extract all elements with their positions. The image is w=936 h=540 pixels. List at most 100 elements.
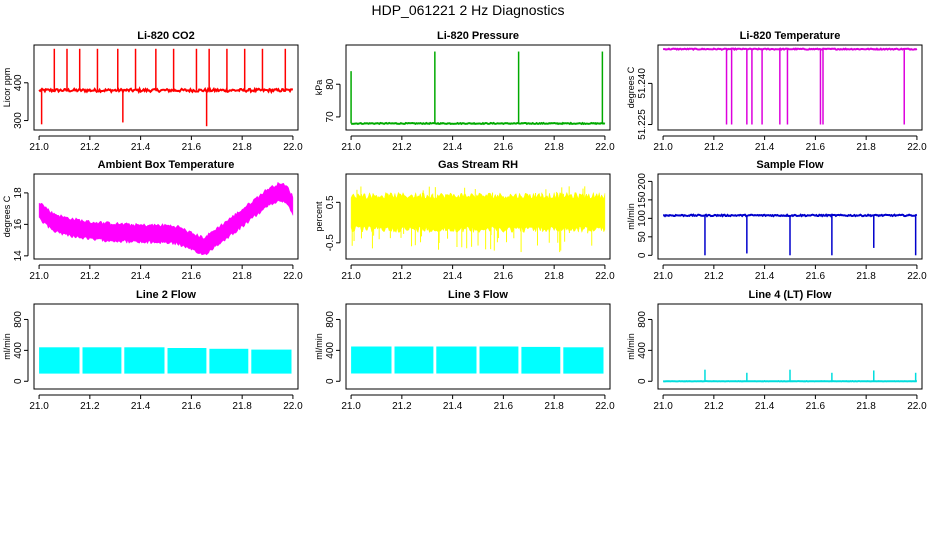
x-tick-label: 22.0 [595, 142, 615, 153]
series-band [38, 181, 294, 256]
plot-frame [345, 303, 611, 390]
x-tick-label: 21.4 [131, 142, 151, 153]
plot-frame [657, 173, 923, 260]
x-axis: 21.0 21.2 21.4 21.6 21.8 22.0 [29, 264, 303, 282]
plot-frame [345, 44, 611, 131]
x-tick-label: 21.6 [182, 401, 202, 412]
flow-block [521, 346, 561, 374]
y-tick-label: 300 [13, 112, 24, 129]
panel-3: Li-820 Temperature 21.0 21.2 21.4 21.6 21.8 22… [626, 30, 927, 153]
y-tick-label: 14 [13, 250, 24, 262]
panel-title: Li-820 Temperature [740, 30, 841, 42]
x-tick-label: 22.0 [595, 271, 615, 282]
y-axis-label: percent [314, 201, 324, 232]
y-tick-label: 51.240 [637, 68, 648, 99]
panel-title: Line 3 Flow [448, 289, 508, 301]
x-tick-label: 21.6 [494, 142, 514, 153]
y-tick-label: 400 [325, 342, 336, 359]
series-line [351, 121, 606, 126]
y-axis-label: ml/min [2, 333, 12, 360]
panel-6: Sample Flow 21.0 21.2 21.4 21.6 21.8 22.0 0 50 10… [626, 159, 927, 282]
x-tick-label: 21.2 [392, 401, 412, 412]
x-tick-label: 21.2 [704, 401, 724, 412]
panel-title: Ambient Box Temperature [98, 159, 235, 171]
x-axis: 21.0 21.2 21.4 21.6 21.8 22.0 [653, 264, 927, 282]
y-tick-label: 400 [637, 342, 648, 359]
x-tick-label: 22.0 [283, 142, 303, 153]
y-axis: 0 400 800 [637, 311, 653, 384]
x-tick-label: 21.0 [29, 401, 49, 412]
x-tick-label: 21.8 [544, 142, 564, 153]
series-4 [38, 181, 294, 256]
plot-frame [33, 303, 299, 390]
x-tick-label: 21.4 [443, 401, 463, 412]
x-tick-label: 21.2 [80, 142, 100, 153]
y-tick-label: 16 [13, 218, 24, 230]
x-tick-label: 21.2 [704, 271, 724, 282]
x-tick-label: 21.6 [182, 142, 202, 153]
y-tick-label: 0 [325, 378, 336, 384]
y-axis-label: ml/min [626, 203, 636, 230]
y-tick-label: 200 [637, 173, 648, 190]
x-tick-label: 22.0 [907, 271, 927, 282]
flow-block [82, 347, 122, 374]
plot-frame [657, 303, 923, 390]
y-axis: -0.5 0.5 [325, 195, 341, 251]
plot-frame [33, 173, 299, 260]
series-line [38, 86, 293, 95]
series-line [663, 47, 918, 52]
panel-title: Line 2 Flow [136, 289, 196, 301]
panel-7: Line 2 Flow 21.0 21.2 21.4 21.6 21.8 22.0 0 400 8… [2, 289, 303, 412]
panel-8: Line 3 Flow 21.0 21.2 21.4 21.6 21.8 22.0 0 400 8… [314, 289, 615, 412]
y-tick-label: 800 [637, 311, 648, 328]
y-axis-label: degrees C [626, 66, 636, 108]
y-axis: 0 400 800 [13, 311, 29, 384]
panel-5: Gas Stream RH 21.0 21.2 21.4 21.6 21.8 22.0 -0.… [314, 159, 615, 282]
y-tick-label: 800 [13, 311, 24, 328]
y-axis: 70 80 [325, 78, 341, 123]
plot-frame [33, 44, 299, 131]
x-axis: 21.0 21.2 21.4 21.6 21.8 22.0 [653, 394, 927, 412]
panels-grid: Li-820 CO2 21.0 21.2 21.4 21.6 21.8 22.0 300 400… [2, 30, 927, 412]
x-tick-label: 21.4 [443, 142, 463, 153]
plot-frame [657, 44, 923, 131]
y-axis: 300 400 [13, 74, 29, 129]
x-axis: 21.0 21.2 21.4 21.6 21.8 22.0 [29, 135, 303, 153]
x-tick-label: 21.8 [856, 401, 876, 412]
x-tick-label: 21.8 [856, 271, 876, 282]
flow-block [479, 346, 519, 374]
y-axis-label: degrees C [2, 195, 12, 237]
y-axis: 14 16 18 [13, 187, 29, 262]
x-tick-label: 21.8 [232, 142, 252, 153]
x-tick-label: 21.8 [232, 271, 252, 282]
y-tick-label: 70 [325, 111, 336, 123]
x-tick-label: 21.4 [131, 401, 151, 412]
x-tick-label: 22.0 [907, 142, 927, 153]
y-tick-label: 0 [13, 378, 24, 384]
y-axis-label: ml/min [314, 333, 324, 360]
x-tick-label: 21.8 [544, 271, 564, 282]
y-axis-label: kPa [314, 80, 324, 96]
x-tick-label: 21.8 [544, 401, 564, 412]
series-5 [350, 186, 606, 253]
x-tick-label: 21.6 [494, 271, 514, 282]
flow-block [124, 347, 165, 374]
y-tick-label: 0 [637, 378, 648, 384]
x-axis: 21.0 21.2 21.4 21.6 21.8 22.0 [653, 135, 927, 153]
y-tick-label: 80 [325, 78, 336, 90]
plot-frame [345, 173, 611, 260]
flow-block [39, 347, 80, 374]
y-axis: 0 400 800 [325, 311, 341, 384]
x-tick-label: 21.4 [755, 401, 775, 412]
x-tick-label: 21.2 [80, 271, 100, 282]
series-7 [39, 347, 292, 374]
y-tick-label: 50 [637, 231, 648, 243]
x-tick-label: 21.0 [29, 271, 49, 282]
x-tick-label: 21.6 [806, 142, 826, 153]
x-tick-label: 21.4 [131, 271, 151, 282]
series-2 [350, 51, 606, 126]
y-tick-label: 150 [637, 191, 648, 208]
